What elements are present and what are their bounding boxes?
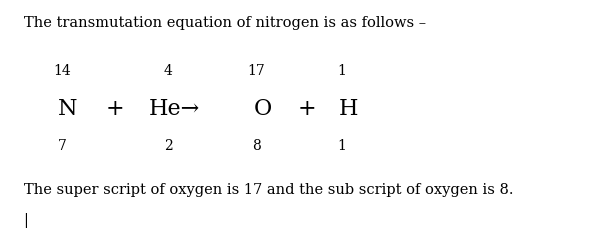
Text: N: N [58, 98, 78, 120]
Text: |: | [24, 213, 28, 228]
Text: 17: 17 [248, 64, 266, 78]
Text: The transmutation equation of nitrogen is as follows –: The transmutation equation of nitrogen i… [24, 16, 426, 30]
Text: H: H [338, 98, 358, 120]
Text: He→: He→ [149, 98, 199, 120]
Text: 7: 7 [57, 139, 67, 153]
Text: 1: 1 [337, 139, 347, 153]
Text: 4: 4 [163, 64, 173, 78]
Text: 14: 14 [53, 64, 71, 78]
Text: O: O [254, 98, 271, 120]
Text: +: + [106, 98, 124, 120]
Text: +: + [297, 98, 316, 120]
Text: 8: 8 [253, 139, 261, 153]
Text: The super script of oxygen is 17 and the sub script of oxygen is 8.: The super script of oxygen is 17 and the… [24, 183, 513, 197]
Text: 2: 2 [164, 139, 172, 153]
Text: 1: 1 [337, 64, 347, 78]
